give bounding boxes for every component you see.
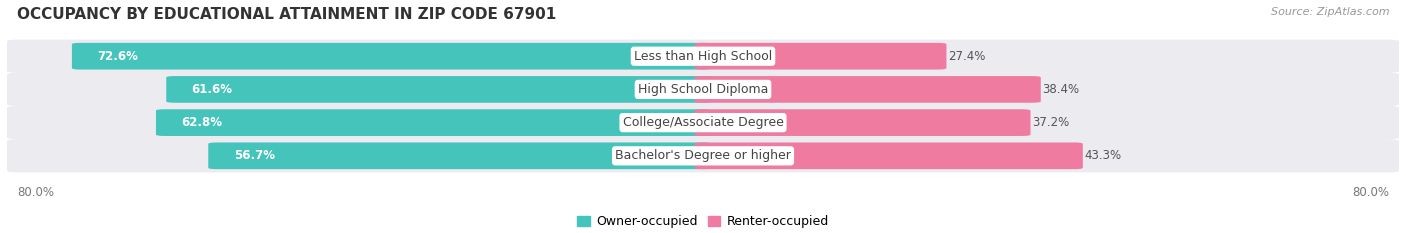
FancyBboxPatch shape bbox=[156, 109, 711, 136]
Text: 27.4%: 27.4% bbox=[948, 50, 986, 63]
Text: 62.8%: 62.8% bbox=[181, 116, 222, 129]
Text: Less than High School: Less than High School bbox=[634, 50, 772, 63]
FancyBboxPatch shape bbox=[7, 40, 1399, 73]
Text: High School Diploma: High School Diploma bbox=[638, 83, 768, 96]
Text: OCCUPANCY BY EDUCATIONAL ATTAINMENT IN ZIP CODE 67901: OCCUPANCY BY EDUCATIONAL ATTAINMENT IN Z… bbox=[17, 7, 557, 22]
Text: Bachelor's Degree or higher: Bachelor's Degree or higher bbox=[614, 149, 792, 162]
FancyBboxPatch shape bbox=[208, 142, 711, 169]
Text: 38.4%: 38.4% bbox=[1042, 83, 1080, 96]
Legend: Owner-occupied, Renter-occupied: Owner-occupied, Renter-occupied bbox=[572, 210, 834, 233]
Text: 56.7%: 56.7% bbox=[233, 149, 274, 162]
Text: 80.0%: 80.0% bbox=[17, 186, 53, 199]
Text: 43.3%: 43.3% bbox=[1084, 149, 1122, 162]
Text: College/Associate Degree: College/Associate Degree bbox=[623, 116, 783, 129]
FancyBboxPatch shape bbox=[695, 109, 1031, 136]
FancyBboxPatch shape bbox=[695, 142, 1083, 169]
Text: Source: ZipAtlas.com: Source: ZipAtlas.com bbox=[1271, 7, 1389, 17]
Text: 61.6%: 61.6% bbox=[191, 83, 232, 96]
FancyBboxPatch shape bbox=[72, 43, 711, 70]
Text: 72.6%: 72.6% bbox=[97, 50, 138, 63]
FancyBboxPatch shape bbox=[7, 139, 1399, 172]
FancyBboxPatch shape bbox=[695, 76, 1040, 103]
FancyBboxPatch shape bbox=[166, 76, 711, 103]
Text: 80.0%: 80.0% bbox=[1353, 186, 1389, 199]
FancyBboxPatch shape bbox=[7, 73, 1399, 106]
FancyBboxPatch shape bbox=[7, 106, 1399, 139]
FancyBboxPatch shape bbox=[695, 43, 946, 70]
Text: 37.2%: 37.2% bbox=[1032, 116, 1069, 129]
